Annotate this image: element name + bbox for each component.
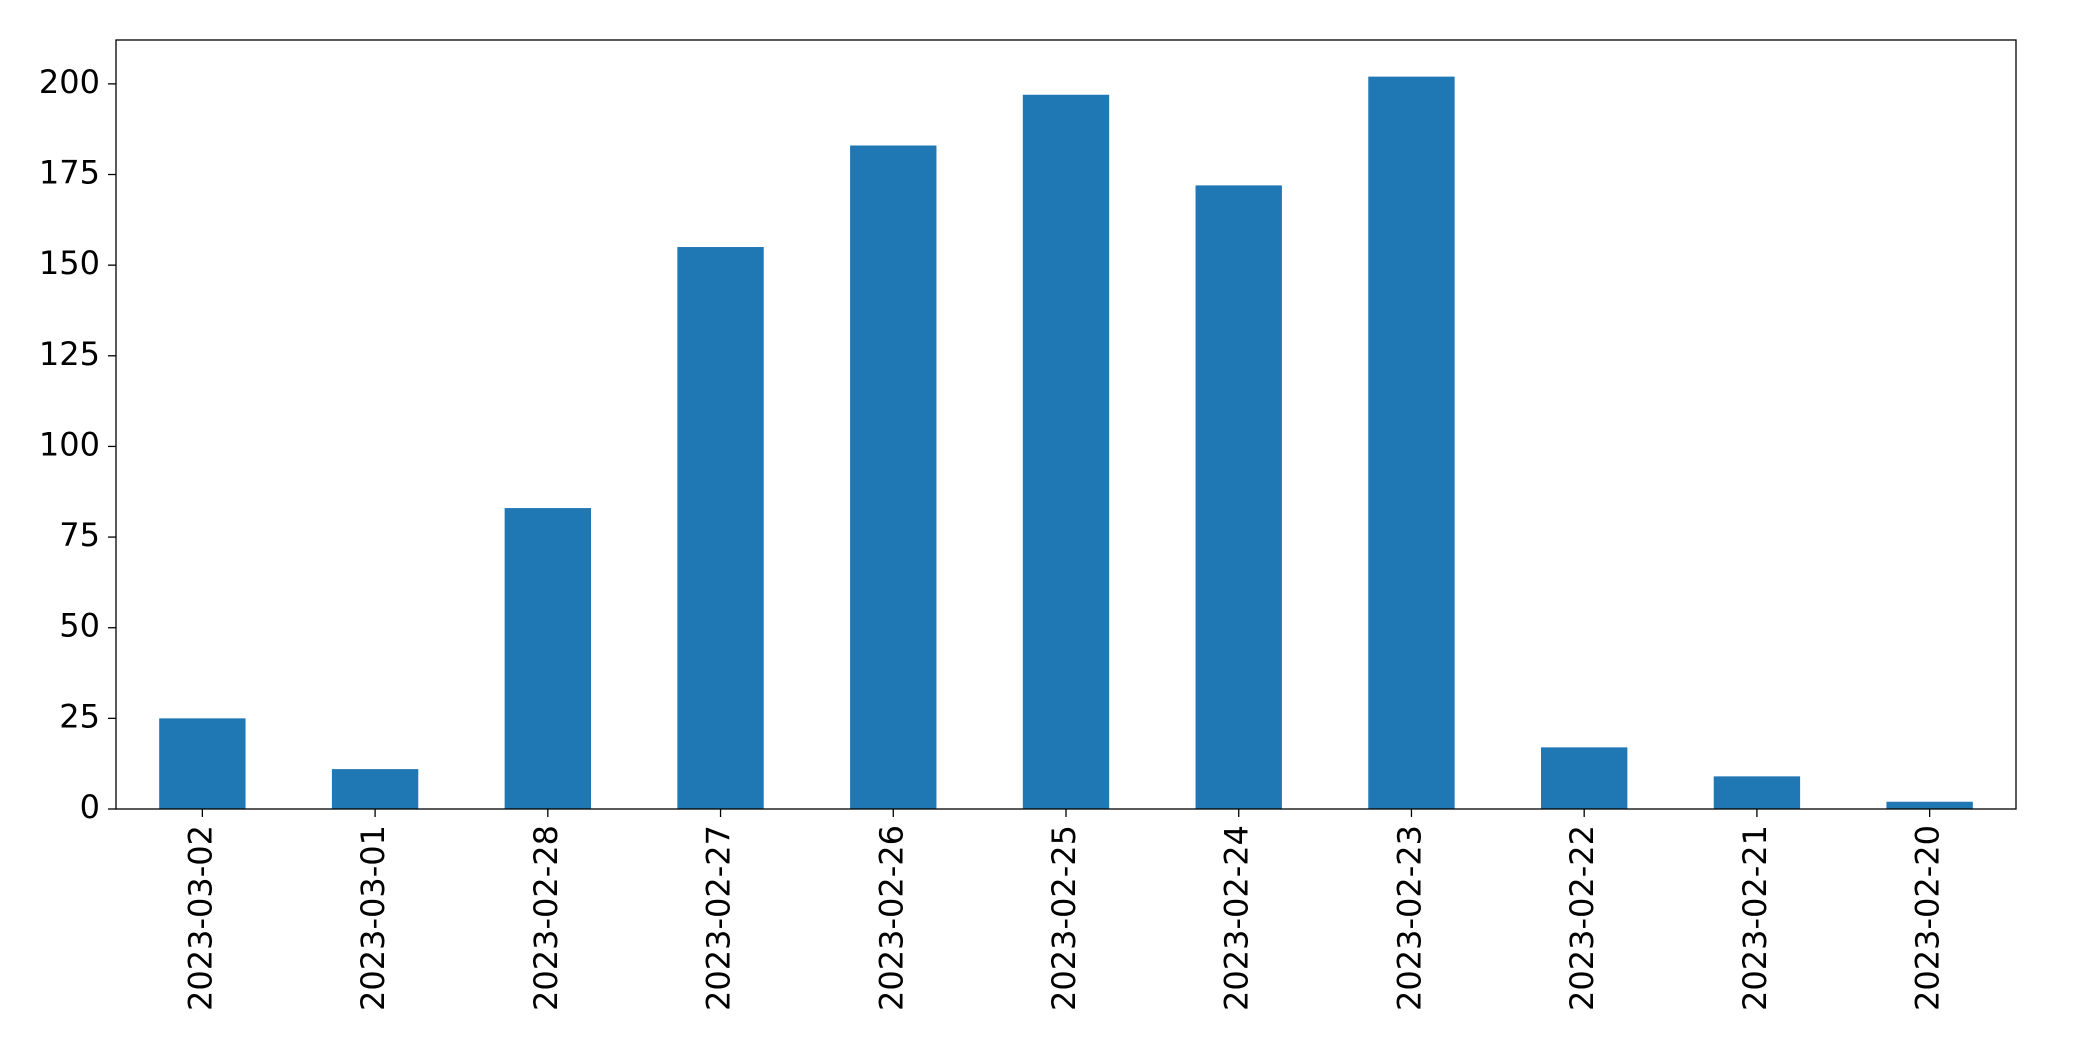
bar bbox=[504, 508, 591, 809]
plot-frame bbox=[115, 39, 2017, 810]
bar bbox=[1541, 747, 1628, 809]
x-tick-label: 2023-02-22 bbox=[1563, 825, 1601, 1011]
x-tick-label: 2023-02-20 bbox=[1909, 825, 1947, 1011]
y-tick-label: 25 bbox=[59, 697, 100, 735]
x-tick-label: 2023-02-27 bbox=[700, 825, 738, 1011]
x-tick-label: 2023-02-21 bbox=[1736, 825, 1774, 1011]
x-tick-label: 2023-02-23 bbox=[1390, 825, 1428, 1011]
bar bbox=[850, 145, 937, 810]
y-tick-label: 100 bbox=[39, 425, 100, 463]
bar bbox=[1368, 76, 1455, 810]
x-tick-label: 2023-02-24 bbox=[1218, 825, 1256, 1011]
y-tick-label: 0 bbox=[80, 788, 100, 826]
bar bbox=[331, 769, 419, 809]
y-tick-label: 75 bbox=[59, 516, 100, 554]
y-tick-label: 200 bbox=[39, 63, 100, 101]
x-tick-label: 2023-02-25 bbox=[1045, 825, 1083, 1011]
y-tick-label: 125 bbox=[39, 335, 100, 373]
y-tick-label: 150 bbox=[39, 244, 100, 282]
x-tick-label: 2023-02-26 bbox=[872, 825, 910, 1011]
bar bbox=[159, 718, 246, 809]
y-tick-label: 50 bbox=[59, 607, 100, 645]
bar bbox=[1886, 801, 1973, 809]
bar bbox=[1713, 776, 1801, 809]
bar bbox=[1195, 185, 1282, 809]
x-tick-label: 2023-03-02 bbox=[181, 825, 219, 1011]
bar bbox=[677, 247, 764, 809]
x-tick-label: 2023-02-28 bbox=[527, 825, 565, 1011]
y-tick-label: 175 bbox=[39, 154, 100, 192]
bar bbox=[1022, 94, 1110, 809]
x-tick-label: 2023-03-01 bbox=[354, 825, 392, 1011]
